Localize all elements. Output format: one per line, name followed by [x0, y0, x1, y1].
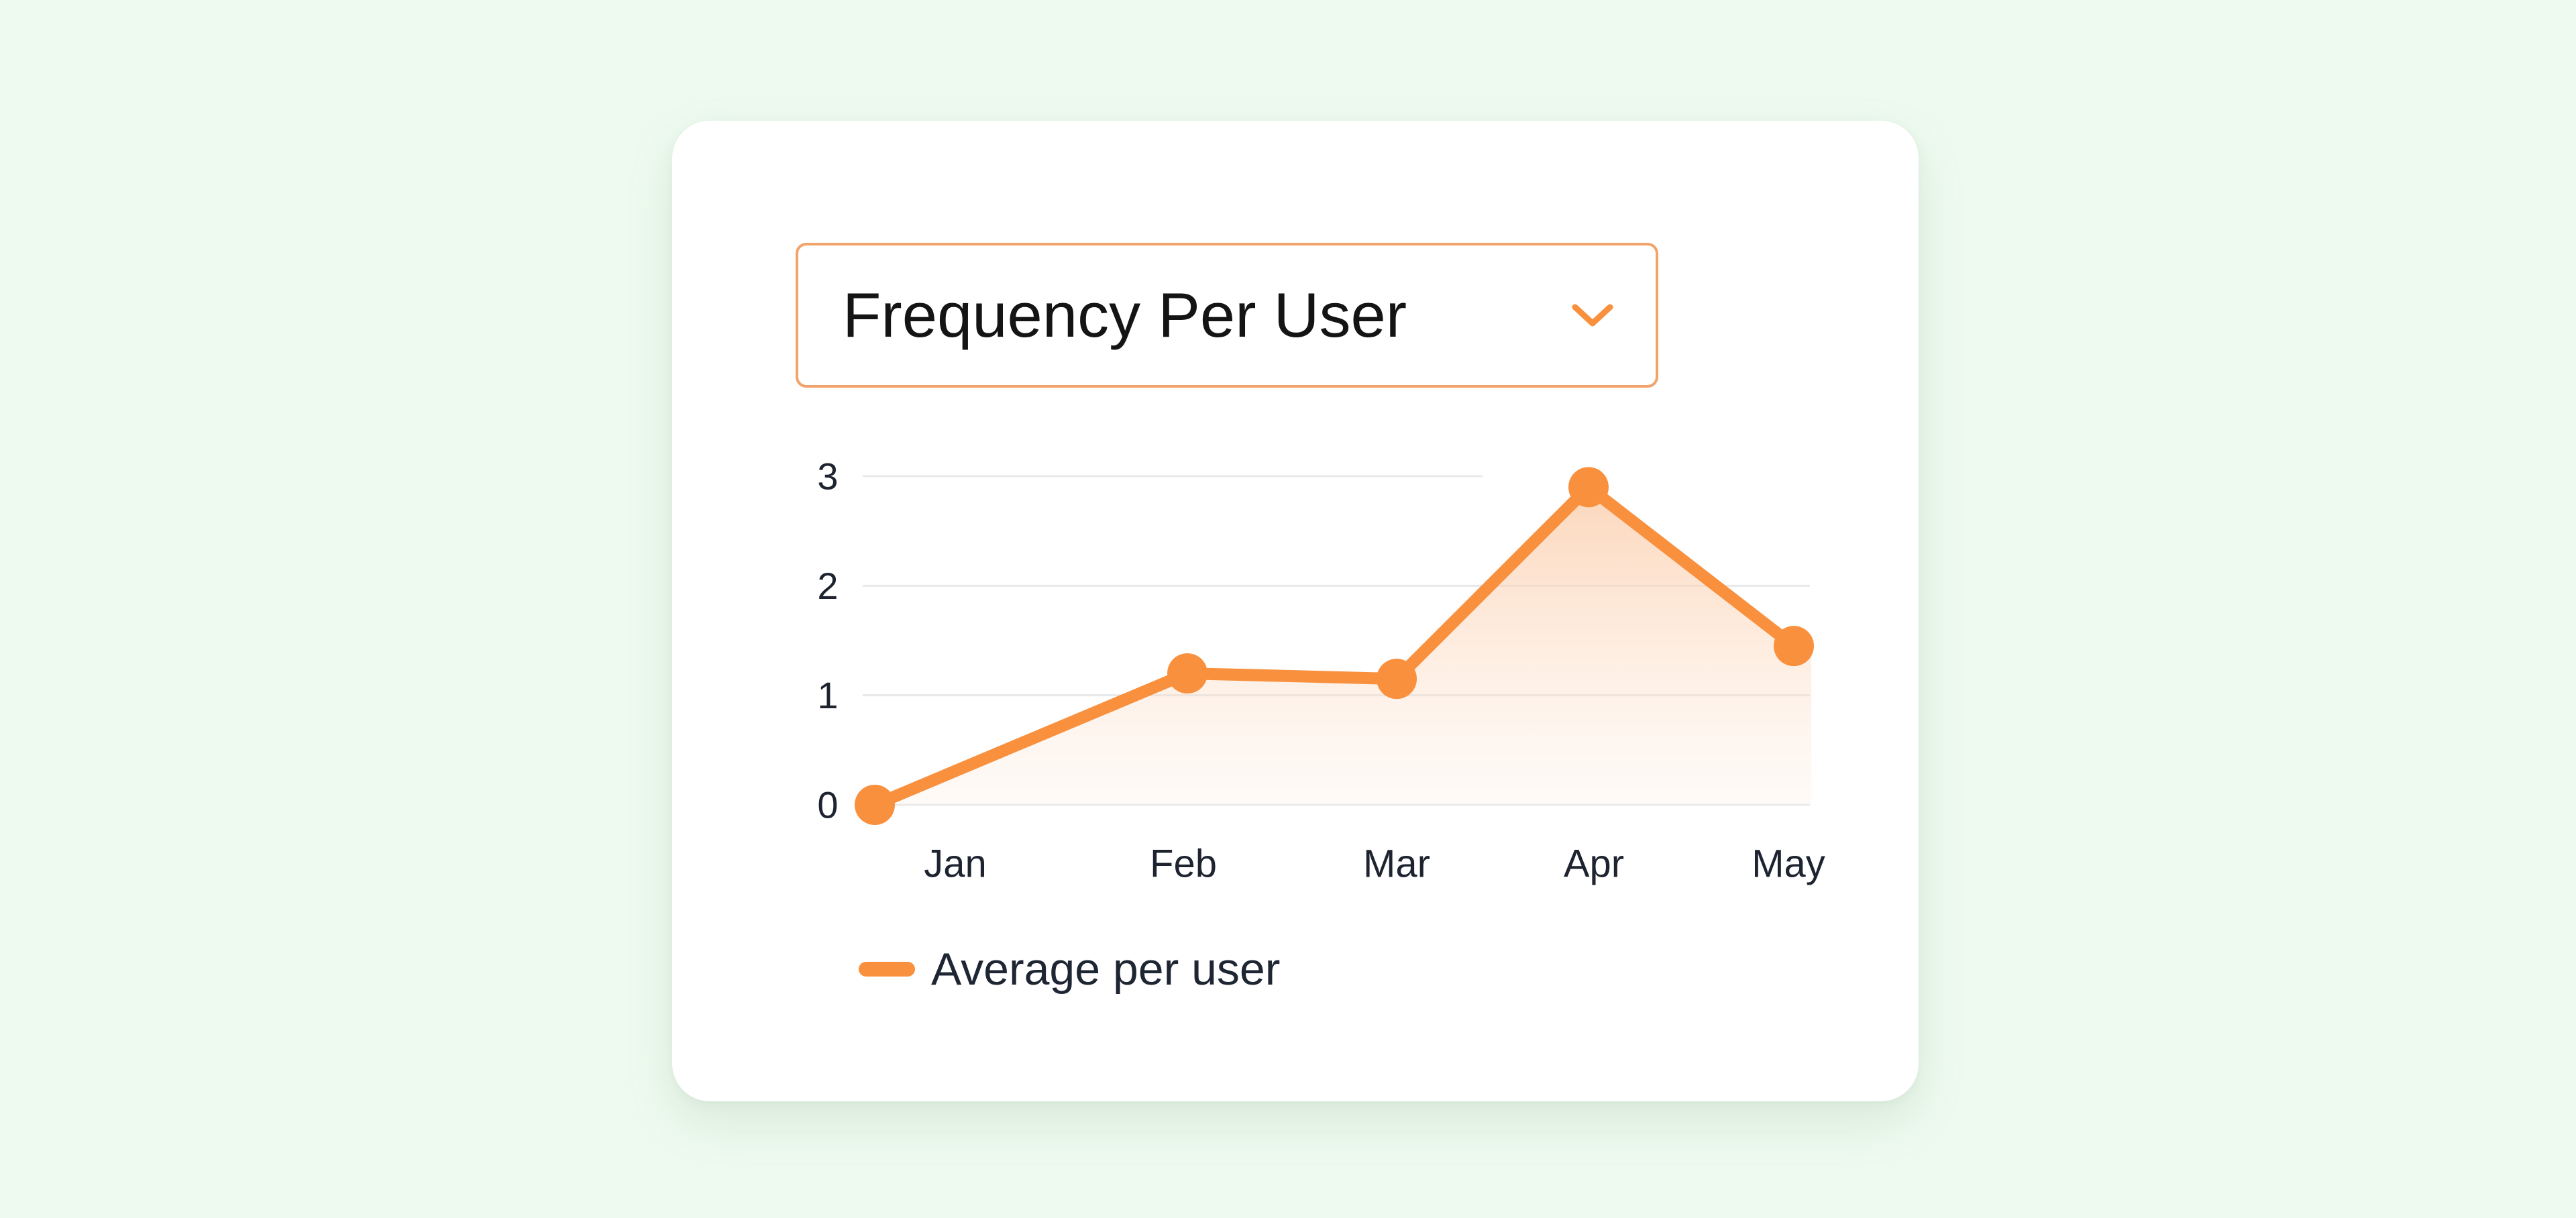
- x-tick-label: Mar: [1363, 842, 1430, 886]
- x-tick-label: May: [1752, 842, 1825, 886]
- data-point: [1167, 653, 1208, 694]
- y-tick-label: 2: [817, 565, 838, 607]
- metric-dropdown[interactable]: Frequency Per User: [796, 243, 1658, 388]
- data-point: [855, 785, 895, 825]
- series-area: [875, 487, 1811, 805]
- data-point: [1377, 659, 1417, 700]
- y-tick-label: 3: [817, 455, 838, 498]
- legend-swatch: [859, 962, 915, 977]
- metric-dropdown-label: Frequency Per User: [843, 280, 1407, 350]
- x-tick-label: Jan: [924, 842, 987, 886]
- data-point: [1774, 626, 1814, 667]
- chevron-down-icon[interactable]: [1571, 302, 1614, 329]
- line-chart: 0 1 2 3 Jan Feb Mar Apr May: [817, 455, 1825, 886]
- y-tick-label: 1: [817, 674, 838, 716]
- y-tick-label: 0: [817, 784, 838, 826]
- legend-label: Average per user: [931, 944, 1281, 995]
- x-tick-label: Apr: [1564, 842, 1624, 886]
- data-point: [1568, 467, 1609, 508]
- x-tick-label: Feb: [1150, 842, 1217, 886]
